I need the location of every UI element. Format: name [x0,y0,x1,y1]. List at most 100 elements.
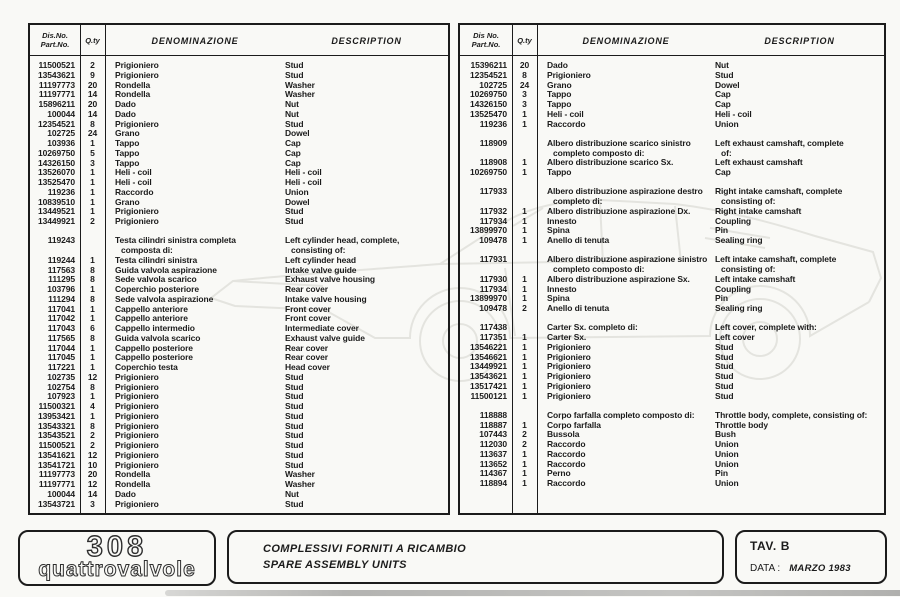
part-number: 117438 [479,322,507,333]
part-number: 13543321 [37,420,75,431]
description: Stud [285,498,304,509]
table-row: 11197773 20 Rondella Washer [30,469,448,480]
denominazione: Rondella [115,479,151,489]
table-row: 100044 14 Dado Nut [30,488,448,500]
description: Nut [285,488,299,499]
denominazione: Tappo [547,89,572,100]
table-row: 117042 1 Cappello anteriore Front cover [30,313,448,324]
description: Left cover, complete with: [715,322,817,333]
quantity: 2 [90,216,95,226]
denominazione: Prigioniero [115,69,159,80]
description: Head cover [285,362,330,372]
part-number: 100044 [47,488,75,499]
denominazione: Prigioniero [115,449,159,460]
quantity: 12 [87,449,98,460]
quantity: 5 [90,147,95,158]
quantity: 3 [90,498,95,509]
denominazione: completo composto di: [553,147,645,158]
table-row: 13899970 1 Spina Pin [460,293,884,304]
table-row: 111295 8 Sede valvola scarico Exhaust valve… [30,274,448,285]
quantity: 8 [90,274,95,285]
part-number: 13541621 [37,449,75,460]
denominazione: Cappello anteriore [115,303,188,314]
plate-title-box: COMPLESSIVI FORNITI A RICAMBIO SPARE ASS… [227,530,724,584]
quantity: 1 [90,342,95,353]
denominazione: Albero distribuzione aspirazione sinistr… [547,254,708,265]
part-number: 102735 [47,371,75,382]
col-header-description: DESCRIPTION [331,36,402,46]
part-number: 10269750 [469,167,507,177]
denominazione: Innesto [547,215,577,226]
denominazione: Tappo [547,167,572,177]
quantity: 1 [522,108,527,119]
scan-edge-artifact [165,590,900,596]
denominazione: Prigioniero [547,380,591,391]
description: Stud [285,216,304,226]
quantity: 24 [519,79,530,90]
logo-308: 308 [86,531,148,563]
quantity: 1 [522,293,527,304]
table-row: 11500321 4 Prigioniero Stud [30,401,448,412]
part-number: 102754 [47,381,75,392]
denominazione: Tappo [115,138,140,148]
description: Stud [285,60,304,70]
quantity: 6 [90,323,95,333]
denominazione: Prigioniero [115,371,159,382]
part-number: 100044 [47,108,75,119]
description: Throttle body [715,419,768,430]
part-number: 117221 [47,362,75,372]
part-number: 117931 [479,254,507,265]
table-row: 107443 2 Bussola Bush [460,429,884,440]
part-number: 15896211 [38,99,75,109]
part-number: 117930 [479,273,507,284]
description: Exhaust valve housing [285,274,376,285]
column-divider [80,25,81,513]
table-row: 102754 8 Prigioniero Stud [30,381,448,393]
plate-number-box: TAV. B DATA : MARZO 1983 [735,530,887,584]
denominazione: Raccordo [547,118,586,129]
denominazione: Raccordo [115,186,154,197]
denominazione: Raccordo [547,448,586,459]
table-body: 11500521 2 Prigioniero Stud 13543621 9 Prigion… [30,60,448,509]
part-number: 113637 [479,448,507,459]
quantity: 1 [90,206,95,217]
denominazione: Dado [115,488,136,499]
table-row: 118908 1 Albero distribuzione scarico Sx. L… [460,157,884,168]
description: Front cover [285,313,331,324]
table-row: 119244 1 Testa cilindri sinistra Left cylin… [30,255,448,266]
description: Heli - coil [285,177,322,187]
table-row: 119236 1 Raccordo Union [30,186,448,198]
date-value: MARZO 1983 [789,563,851,574]
table-row: 117221 1 Coperchio testa Head cover [30,362,448,373]
description: Intake valve housing [285,293,367,304]
description: Stud [285,459,304,470]
description: Pin [715,468,728,479]
quantity: 24 [87,128,98,139]
description: Union [715,478,739,488]
part-number: 117351 [479,332,507,342]
column-divider [105,25,106,513]
description: Nut [285,108,299,119]
denominazione: completo di: [553,196,603,206]
part-number: 117934 [479,283,507,294]
part-number: 118888 [479,409,507,420]
table-row: 12354521 8 Prigioniero Stud [30,119,448,130]
denominazione: Albero distribuzione scarico Sx. [547,157,674,168]
description: of: [721,147,732,158]
denominazione: Spina [547,293,570,304]
quantity: 1 [90,284,95,294]
description: Stud [715,371,734,381]
quantity [512,187,537,197]
part-number: 113652 [479,458,507,469]
table-row: 11197771 14 Rondella Washer [30,89,448,100]
denominazione: Guida valvola aspirazione [115,264,217,275]
part-number: 13899970 [469,293,507,304]
parts-table-right: Dis No. Part.No. Q.ty DENOMINAZIONE DESC… [458,23,886,515]
description: Rear cover [285,342,328,353]
part-number: 10269750 [469,89,507,100]
part-number: 13543621 [469,371,507,381]
description: consisting of: [721,196,776,206]
table-row: 13543321 8 Prigioniero Stud [30,420,448,432]
denominazione: Prigioniero [115,420,159,431]
description: Stud [715,69,734,80]
